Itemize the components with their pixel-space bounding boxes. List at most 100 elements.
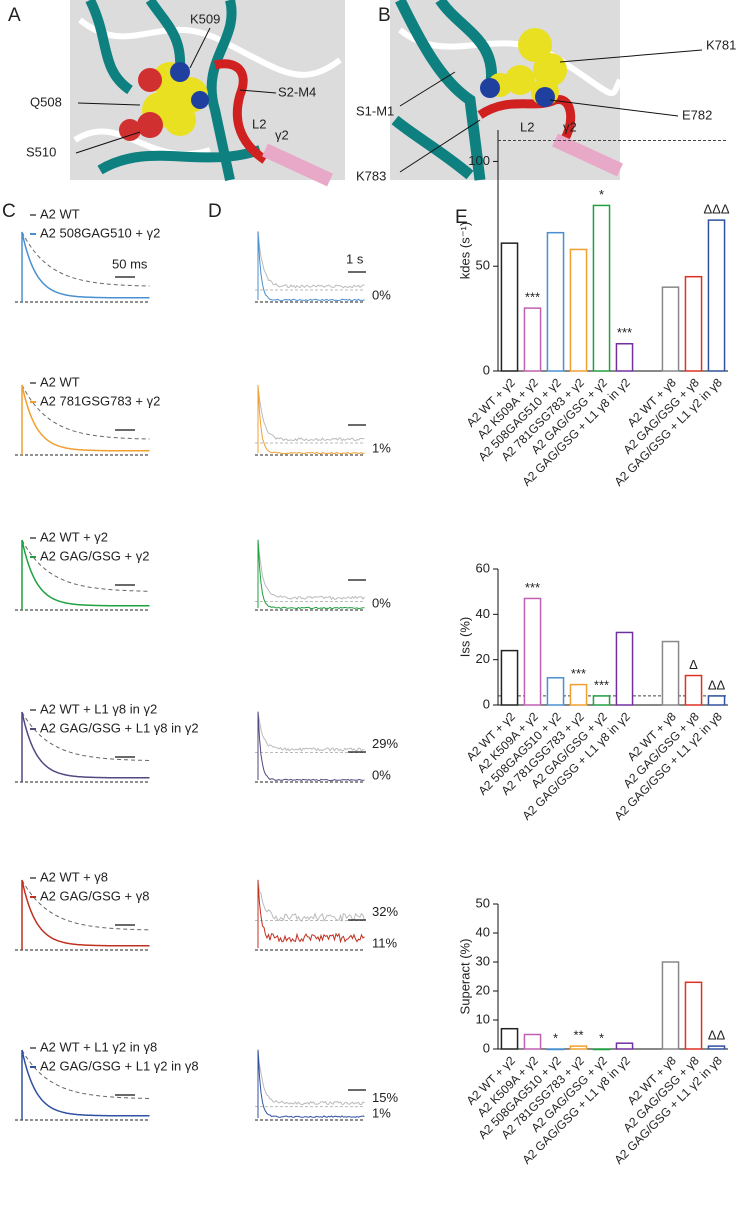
trace	[258, 540, 365, 609]
significance-label: *	[553, 1030, 558, 1045]
percent-label: 15%	[372, 1090, 398, 1105]
structure-label: γ2	[275, 127, 289, 142]
bar	[708, 220, 724, 371]
y-tick-label: 40	[476, 606, 490, 621]
y-axis-label: kdes (s⁻¹)	[457, 222, 472, 279]
percent-label: 0%	[372, 287, 391, 302]
significance-label: ΔΔΔ	[703, 202, 729, 217]
bar	[708, 1046, 724, 1049]
significance-label: ΔΔ	[708, 1028, 726, 1043]
y-tick-label: 50	[476, 258, 490, 273]
legend-label: A2 WT + γ2	[40, 529, 108, 544]
panel-label: D	[208, 201, 222, 222]
panel-label: B	[378, 5, 391, 26]
bar	[708, 696, 724, 705]
bar	[662, 287, 678, 371]
y-tick-label: 0	[483, 362, 490, 377]
legend-label: A2 GAG/GSG + L1 γ2 in γ8	[40, 1058, 199, 1073]
bar	[662, 642, 678, 705]
legend-label: A2 GAG/GSG + γ8	[40, 888, 149, 903]
y-tick-label: 20	[476, 982, 490, 997]
bar	[570, 1046, 586, 1049]
scale-label: 50 ms	[112, 256, 148, 271]
bar	[524, 308, 540, 371]
trace	[258, 1050, 365, 1118]
y-tick-label: 50	[476, 895, 490, 910]
structure-label: Q508	[30, 94, 62, 109]
significance-label: *	[599, 1030, 604, 1045]
percent-label: 1%	[372, 1105, 391, 1120]
significance-label: ***	[525, 290, 540, 305]
bar	[616, 632, 632, 705]
structure-label: L2	[252, 116, 266, 131]
significance-label: **	[573, 1028, 583, 1043]
structure-label: K509	[190, 11, 220, 26]
trace	[258, 880, 365, 948]
significance-label: ***	[525, 580, 540, 595]
bar	[616, 344, 632, 371]
bar	[524, 598, 540, 705]
legend-label: A2 WT + L1 γ2 in γ8	[40, 1039, 157, 1054]
structure-label: γ2	[563, 119, 577, 134]
significance-label: ***	[594, 677, 609, 692]
bar	[501, 243, 517, 371]
y-axis-label: Iss (%)	[457, 617, 472, 657]
percent-label: 11%	[372, 935, 397, 950]
legend-label: A2 WT + γ8	[40, 869, 108, 884]
bar	[570, 249, 586, 371]
bar	[616, 1043, 632, 1049]
bar	[685, 277, 701, 371]
structure-label: S510	[26, 144, 56, 159]
y-tick-label: 10	[476, 1011, 490, 1026]
y-tick-label: 0	[483, 1040, 490, 1055]
y-tick-label: 0	[483, 696, 490, 711]
legend-label: A2 WT	[40, 206, 80, 221]
y-tick-label: 60	[476, 560, 490, 575]
significance-label: *	[599, 187, 604, 202]
significance-label: ΔΔ	[708, 677, 726, 692]
significance-label: Δ	[689, 657, 698, 672]
bar	[593, 205, 609, 371]
bar	[662, 962, 678, 1049]
y-tick-label: 100	[468, 153, 490, 168]
trace	[258, 712, 365, 781]
significance-label: ***	[617, 325, 632, 340]
bar	[547, 1049, 563, 1050]
structure-label: S2-M4	[278, 84, 316, 99]
significance-label: ***	[571, 666, 586, 681]
bar	[593, 696, 609, 705]
bar	[501, 651, 517, 705]
percent-label: 0%	[372, 595, 391, 610]
bar	[593, 1049, 609, 1050]
y-tick-label: 30	[476, 953, 490, 968]
legend-label: A2 WT	[40, 374, 80, 389]
bar	[547, 678, 563, 705]
legend-label: A2 GAG/GSG + L1 γ8 in γ2	[40, 720, 199, 735]
bar	[524, 1035, 540, 1050]
structure-label: K783	[356, 168, 386, 183]
structure-label: K781	[706, 37, 736, 52]
y-tick-label: 40	[476, 924, 490, 939]
y-tick-label: 20	[476, 651, 490, 666]
percent-label: 1%	[372, 440, 391, 455]
structure-label: L2	[520, 119, 534, 134]
structure-label: E782	[682, 107, 712, 122]
trace	[258, 1050, 365, 1118]
bar	[685, 982, 701, 1049]
structure-label: S1-M1	[356, 103, 394, 118]
percent-label: 29%	[372, 736, 398, 751]
legend-label: A2 WT + L1 γ8 in γ2	[40, 701, 157, 716]
panel-label: C	[2, 201, 16, 222]
panel-label: A	[8, 5, 21, 26]
scale-label: 1 s	[346, 251, 364, 266]
bar	[501, 1029, 517, 1049]
legend-label: A2 508GAG510 + γ2	[40, 225, 160, 240]
structure-b	[390, 0, 620, 180]
percent-label: 32%	[372, 904, 398, 919]
legend-label: A2 781GSG783 + γ2	[40, 393, 160, 408]
bar	[570, 685, 586, 705]
percent-label: 0%	[372, 767, 391, 782]
legend-label: A2 GAG/GSG + γ2	[40, 548, 149, 563]
bar	[685, 676, 701, 705]
